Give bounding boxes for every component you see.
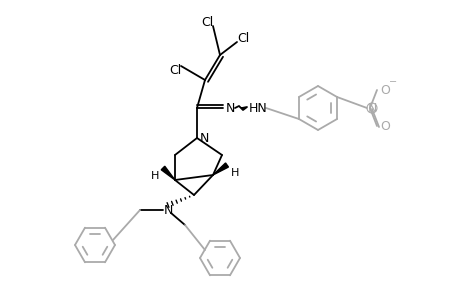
Text: HN: HN: [248, 101, 267, 115]
Text: O: O: [379, 83, 389, 97]
Text: H: H: [151, 171, 159, 181]
Text: O: O: [379, 119, 389, 133]
Text: Cl: Cl: [168, 64, 181, 76]
Text: N: N: [163, 203, 172, 217]
Polygon shape: [213, 163, 228, 175]
Text: Cl: Cl: [201, 16, 213, 28]
Text: −: −: [388, 77, 396, 87]
Text: N: N: [367, 101, 376, 115]
Text: H: H: [230, 168, 239, 178]
Text: N: N: [199, 131, 208, 145]
Polygon shape: [161, 166, 174, 180]
Text: N: N: [225, 101, 234, 115]
Text: Cl: Cl: [236, 32, 249, 44]
